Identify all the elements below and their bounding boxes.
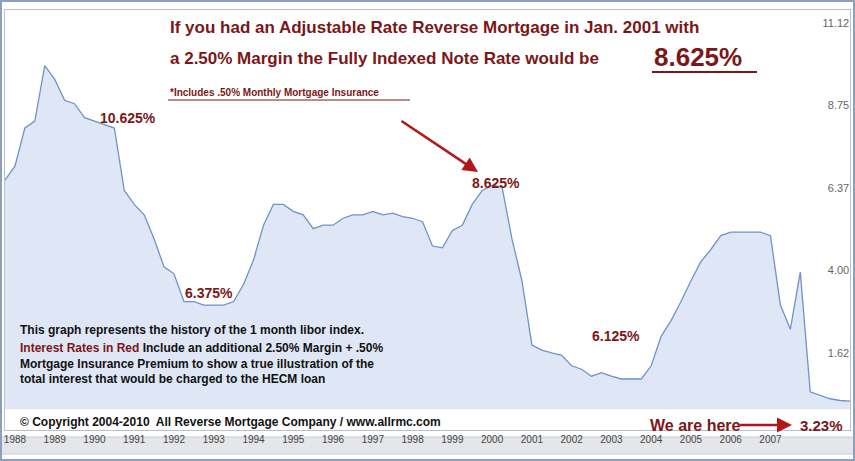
svg-text:1989: 1989 <box>44 434 67 445</box>
svg-text:1992: 1992 <box>163 434 186 445</box>
svg-text:This graph represents the hist: This graph represents the history of the… <box>20 323 364 337</box>
svg-text:1993: 1993 <box>203 434 226 445</box>
svg-text:2000: 2000 <box>481 434 504 445</box>
svg-text:2006: 2006 <box>720 434 743 445</box>
svg-text:© Copyright 2004-2010 All Rev: © Copyright 2004-2010 All Reverse Mortga… <box>20 415 441 429</box>
svg-text:1995: 1995 <box>282 434 305 445</box>
svg-text:2001: 2001 <box>521 434 544 445</box>
svg-text:10.625%: 10.625% <box>100 110 156 126</box>
svg-text:2007: 2007 <box>759 434 782 445</box>
svg-text:2004: 2004 <box>640 434 663 445</box>
svg-text:1999: 1999 <box>441 434 464 445</box>
svg-text:1996: 1996 <box>322 434 345 445</box>
svg-text:2002: 2002 <box>561 434 584 445</box>
svg-text:1997: 1997 <box>362 434 385 445</box>
svg-text:1991: 1991 <box>123 434 146 445</box>
svg-text:8.625%: 8.625% <box>654 42 742 72</box>
svg-text:6.375%: 6.375% <box>185 285 233 301</box>
svg-text:11.12: 11.12 <box>822 17 849 29</box>
svg-text:1998: 1998 <box>401 434 424 445</box>
svg-text:1.62: 1.62 <box>828 347 849 359</box>
svg-text:1988: 1988 <box>4 434 27 445</box>
svg-text:If you had an Adjustable Rate: If you had an Adjustable Rate Reverse Mo… <box>170 18 699 37</box>
svg-text:1990: 1990 <box>83 434 106 445</box>
svg-text:2005: 2005 <box>680 434 703 445</box>
svg-text:1994: 1994 <box>242 434 265 445</box>
svg-text:2003: 2003 <box>600 434 623 445</box>
svg-text:a 2.50% Margin the Fully Index: a 2.50% Margin the Fully Indexed Note Ra… <box>170 49 599 68</box>
svg-text:6.37: 6.37 <box>828 182 849 194</box>
svg-text:8.75: 8.75 <box>828 99 849 111</box>
svg-text:Interest Rates in Red Include: Interest Rates in Red Include an additio… <box>20 341 383 386</box>
svg-text:4.00: 4.00 <box>828 264 849 276</box>
svg-text:*Includes .50% Monthly Mortgag: *Includes .50% Monthly Mortgage Insuranc… <box>170 87 379 98</box>
svg-text:6.125%: 6.125% <box>592 328 640 344</box>
svg-text:8.625%: 8.625% <box>472 175 520 191</box>
svg-text:3.23%: 3.23% <box>800 417 843 434</box>
svg-text:We are here: We are here <box>650 417 741 434</box>
